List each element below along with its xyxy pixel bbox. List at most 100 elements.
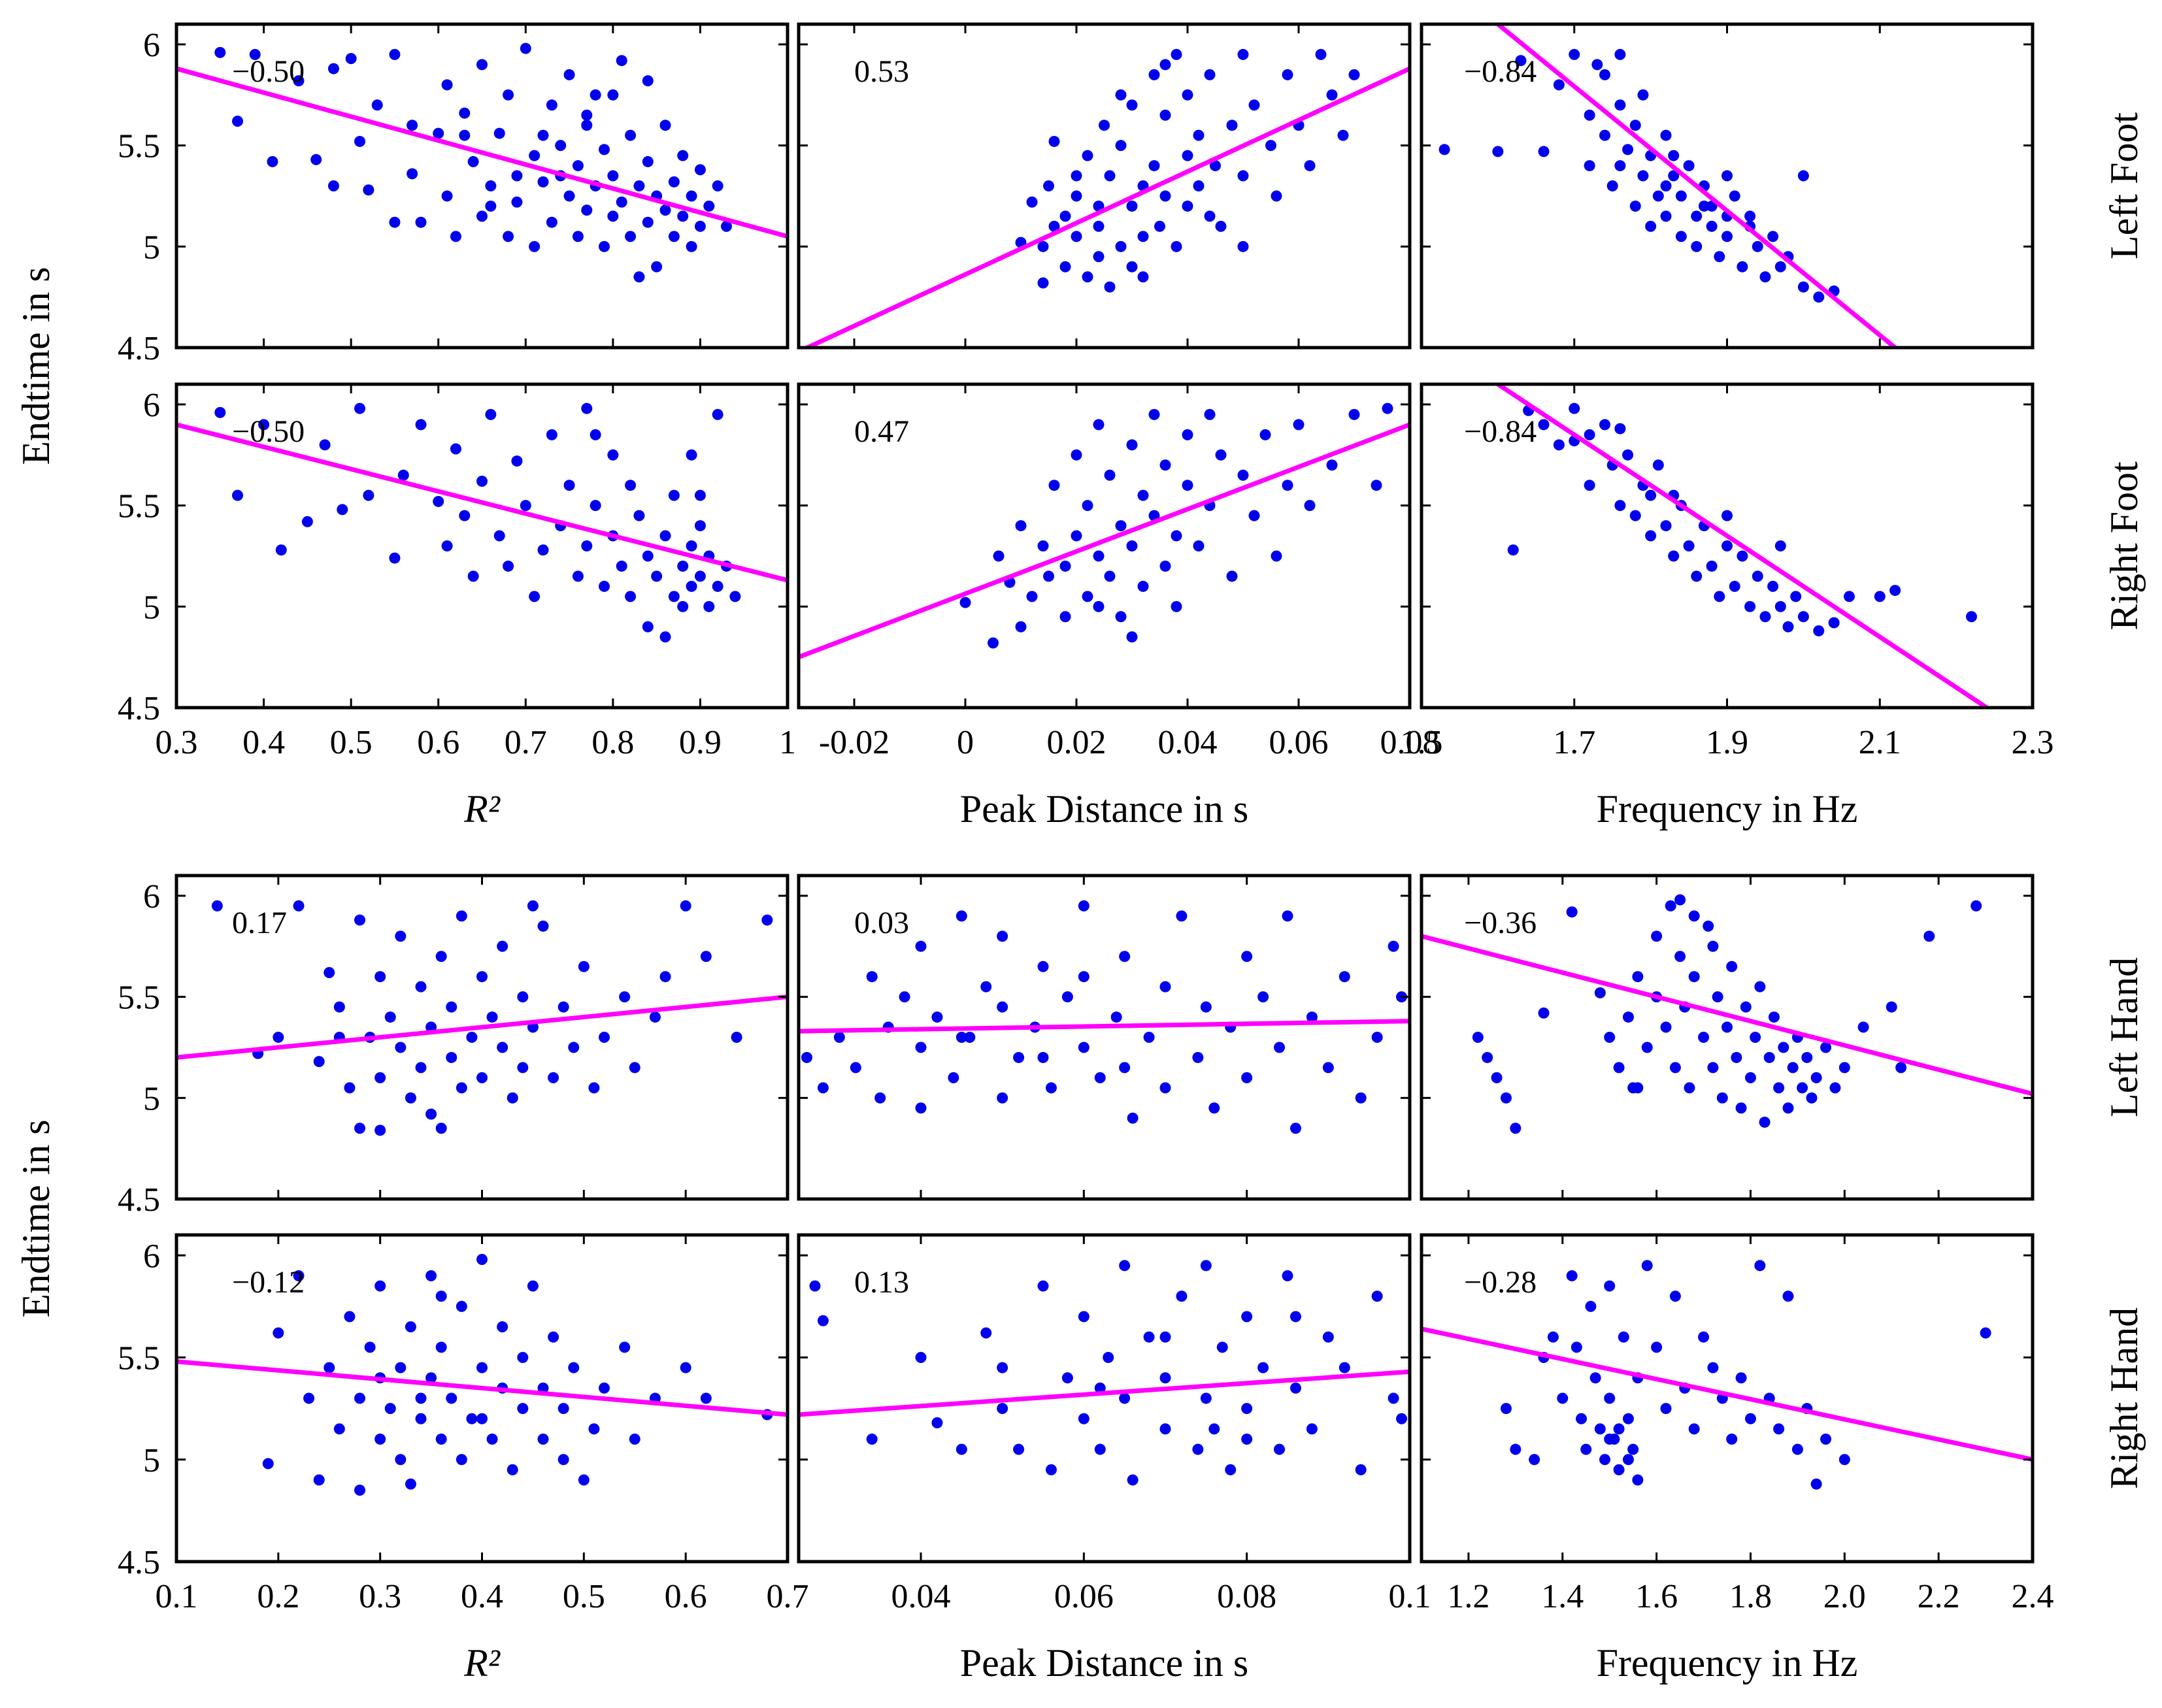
x-tick-label: 0.3	[156, 724, 198, 761]
data-point	[1729, 190, 1740, 202]
data-point	[1660, 129, 1672, 141]
data-point	[397, 469, 409, 481]
data-point	[1797, 1082, 1808, 1094]
data-point	[1071, 530, 1082, 542]
data-point	[476, 1254, 488, 1265]
correlation-label: −0.84	[1464, 54, 1537, 89]
data-point	[1110, 1011, 1122, 1023]
data-point	[405, 1092, 416, 1104]
data-point	[1137, 580, 1149, 592]
data-point	[354, 135, 365, 147]
data-point	[1382, 402, 1393, 414]
data-point	[1813, 291, 1825, 303]
data-point	[507, 1092, 518, 1104]
data-point	[578, 961, 590, 972]
data-point	[1061, 1372, 1073, 1384]
data-point	[659, 631, 671, 643]
data-point	[1216, 1341, 1228, 1353]
data-point	[1182, 200, 1193, 212]
data-point	[293, 75, 305, 87]
data-point	[395, 930, 407, 942]
data-point	[563, 190, 575, 202]
data-point	[548, 1072, 559, 1083]
data-point	[1737, 550, 1748, 562]
data-point	[395, 1454, 407, 1466]
data-point	[599, 240, 610, 252]
fit-line	[799, 1369, 1410, 1417]
x-tick-label: 1.7	[1553, 724, 1595, 761]
data-point	[1889, 585, 1901, 597]
data-point	[389, 552, 401, 564]
data-point	[659, 530, 671, 542]
data-point	[1093, 550, 1105, 562]
data-point	[441, 79, 453, 91]
fit-line	[1496, 24, 1897, 348]
data-point	[1282, 910, 1293, 922]
data-point	[415, 1413, 427, 1424]
data-point	[1797, 170, 1809, 182]
data-point	[529, 240, 540, 252]
data-point	[214, 46, 226, 58]
x-tick-label: 0.6	[665, 1578, 707, 1615]
data-point	[1651, 930, 1663, 942]
data-point	[1553, 439, 1565, 451]
data-point	[731, 1032, 742, 1043]
data-point	[1566, 1270, 1578, 1281]
data-point	[1707, 940, 1719, 952]
data-point	[633, 271, 645, 283]
data-point	[1093, 251, 1105, 263]
data-point	[407, 120, 418, 131]
data-point	[1844, 591, 1855, 602]
data-point	[456, 1082, 467, 1094]
data-point	[1703, 920, 1714, 932]
data-point	[712, 580, 723, 592]
data-point	[649, 1011, 661, 1023]
data-point	[293, 1270, 305, 1281]
data-point	[313, 1474, 325, 1486]
data-point	[1584, 480, 1595, 491]
x-tick-label: 0.5	[330, 724, 373, 761]
data-point	[503, 560, 514, 572]
data-point	[1059, 210, 1071, 222]
data-point	[1706, 560, 1718, 572]
data-point	[363, 184, 374, 196]
x-tick-label: 1.4	[1541, 1578, 1584, 1615]
data-point	[1159, 1423, 1171, 1435]
data-point	[476, 971, 488, 983]
data-point	[467, 156, 479, 167]
x-tick-label: 0.5	[563, 1578, 605, 1615]
data-point	[446, 1001, 457, 1013]
data-point	[1439, 144, 1450, 156]
data-point	[1043, 180, 1054, 191]
data-point	[625, 480, 637, 491]
data-point	[425, 1108, 437, 1120]
data-point	[729, 591, 741, 602]
data-point	[1082, 500, 1093, 512]
data-point	[997, 1403, 1008, 1415]
data-point	[1159, 109, 1171, 121]
data-point	[354, 1392, 365, 1404]
data-point	[619, 991, 631, 1003]
y-tick-label: 5.5	[118, 128, 160, 165]
x-tick-label: 0.04	[891, 1578, 951, 1615]
data-point	[456, 1454, 467, 1466]
data-point	[1282, 480, 1293, 491]
data-point	[1154, 220, 1165, 232]
data-point	[1193, 540, 1205, 551]
data-point	[1726, 961, 1738, 972]
data-point	[948, 1072, 959, 1083]
data-point	[520, 500, 531, 512]
data-point	[616, 196, 627, 208]
data-point	[441, 540, 453, 551]
data-point	[1810, 1478, 1822, 1490]
panel-0-1	[802, 48, 1410, 348]
data-point	[956, 1443, 967, 1455]
data-point	[1078, 1311, 1089, 1322]
data-point	[700, 951, 712, 962]
x-tick-label: 1	[779, 724, 796, 761]
data-point	[1208, 1423, 1220, 1435]
data-point	[493, 127, 505, 139]
data-point	[899, 991, 910, 1003]
data-point	[301, 516, 313, 527]
y-tick-label: 4.5	[118, 1181, 160, 1219]
